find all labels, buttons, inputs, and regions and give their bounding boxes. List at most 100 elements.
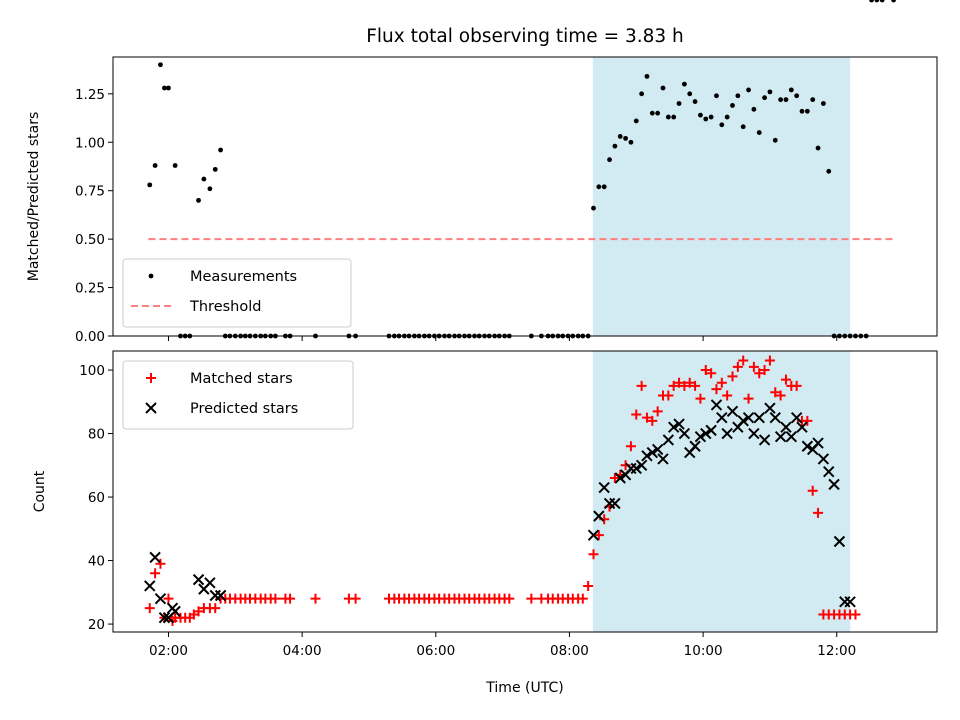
measurement-point (601, 184, 607, 190)
bottom-legend: Matched stars Predicted stars (122, 360, 354, 430)
measurement-point (612, 143, 618, 149)
matched-star-point (663, 390, 674, 401)
matched-star-point (813, 507, 824, 518)
matched-star-point (625, 441, 636, 452)
measurement-point (623, 135, 628, 141)
predicted-star-point (769, 411, 781, 424)
measurement-point (783, 97, 789, 103)
measurement-point (639, 91, 645, 97)
measurement-point (591, 205, 596, 211)
measurement-point (703, 116, 709, 122)
matched-star-point (711, 384, 722, 395)
bottom-y-tick-label: 80 (88, 427, 105, 443)
predicted-star-point (721, 427, 733, 440)
bottom-axes-frame (112, 350, 938, 633)
matched-star-point (674, 377, 685, 388)
matched-star-point (684, 377, 695, 388)
measurement-point (767, 89, 773, 95)
matched-star-point (850, 609, 861, 620)
measurement-point (665, 114, 671, 120)
bottom-y-tick-label: 20 (88, 617, 105, 633)
measurement-point (756, 130, 762, 135)
matched-star-point (690, 380, 701, 391)
predicted-star-point (598, 481, 610, 494)
measurement-point (724, 114, 730, 120)
x-tick-label: 10:00 (684, 643, 723, 659)
predicted-star-point (785, 431, 798, 443)
measurement-point (708, 114, 714, 120)
predicted-star-point (694, 431, 707, 443)
predicted-star-point (705, 424, 717, 437)
measurement-point (607, 157, 612, 163)
predicted-star-point (657, 453, 669, 465)
top-y-ticks: 0.00 0.25 0.50 0.75 1.00 1.25 (75, 87, 113, 345)
measurement-point (810, 97, 816, 103)
top-y-tick-label: 0.50 (75, 232, 105, 248)
predicted-star-point (790, 411, 803, 424)
measurement-point (751, 106, 757, 112)
matched-star-point (738, 355, 749, 366)
measurement-points (147, 0, 896, 339)
measurement-point (820, 101, 826, 106)
matched-star-point (722, 390, 733, 401)
measurement-point (772, 137, 778, 143)
measurement-point (201, 176, 207, 182)
measurement-point (794, 93, 800, 99)
measurement-point (804, 108, 810, 114)
top-y-tick-label: 0.75 (75, 184, 105, 200)
matched-star-point (807, 485, 818, 496)
top-legend: Measurements Threshold (122, 258, 352, 328)
matched-star-point (743, 393, 754, 404)
matched-star-point (679, 380, 690, 391)
matched-star-point (748, 361, 759, 372)
bottom-observing-window (592, 351, 851, 632)
predicted-star-point (593, 510, 605, 522)
top-observing-window (592, 57, 851, 336)
bottom-x-ticks: 02:00 04:00 06:00 08:00 10:00 12:00 (149, 632, 856, 659)
measurement-point (698, 112, 703, 118)
predicted-star-point (801, 440, 814, 452)
measurement-point (671, 114, 677, 120)
matched-star-point (350, 593, 361, 604)
measurement-point (212, 166, 218, 172)
measurement-point (891, 0, 896, 3)
ratio-panel: 0.00 0.25 0.50 0.75 1.00 1.25 Matched/Predict… (26, 0, 938, 345)
matched-star-point (641, 412, 652, 423)
predicted-star-point (774, 431, 787, 443)
predicted-star-point (204, 577, 216, 589)
matched-star-point (150, 568, 161, 579)
matched-star-point (759, 365, 770, 376)
predicted-star-point (828, 478, 840, 491)
measurement-point (596, 184, 602, 190)
bottom-y-ticks: 20 40 60 80 100 (79, 363, 113, 633)
predicted-star-point (764, 402, 776, 414)
predicted-star-point (726, 405, 739, 418)
measurement-point (879, 0, 885, 3)
predicted-star-point (673, 418, 685, 430)
matched-star-point (285, 593, 296, 604)
predicted-star-point (641, 450, 653, 462)
top-y-axis-label: Matched/Predicted stars (26, 112, 42, 282)
matched-star-point (695, 393, 706, 404)
predicted-star-point (587, 529, 600, 541)
matched-star-point (588, 549, 599, 560)
matched-star-point (802, 415, 813, 426)
top-x-ticks (167, 336, 838, 341)
predicted-stars-series (144, 399, 856, 624)
predicted-star-point (154, 592, 167, 605)
predicted-star-point (823, 465, 835, 478)
measurement-point (778, 97, 784, 103)
predicted-star-point (812, 437, 824, 449)
x-tick-label: 06:00 (416, 643, 455, 659)
measurement-point (815, 145, 821, 151)
matched-star-point (770, 387, 781, 398)
predicted-star-point (158, 612, 171, 624)
predicted-star-point (844, 596, 856, 608)
matched-star-point (754, 368, 765, 379)
predicted-star-point (700, 427, 712, 440)
legend-box (122, 258, 352, 328)
matched-star-point (668, 380, 679, 391)
predicted-star-point (609, 497, 621, 510)
predicted-star-point (646, 446, 659, 459)
predicted-star-point (630, 462, 642, 475)
